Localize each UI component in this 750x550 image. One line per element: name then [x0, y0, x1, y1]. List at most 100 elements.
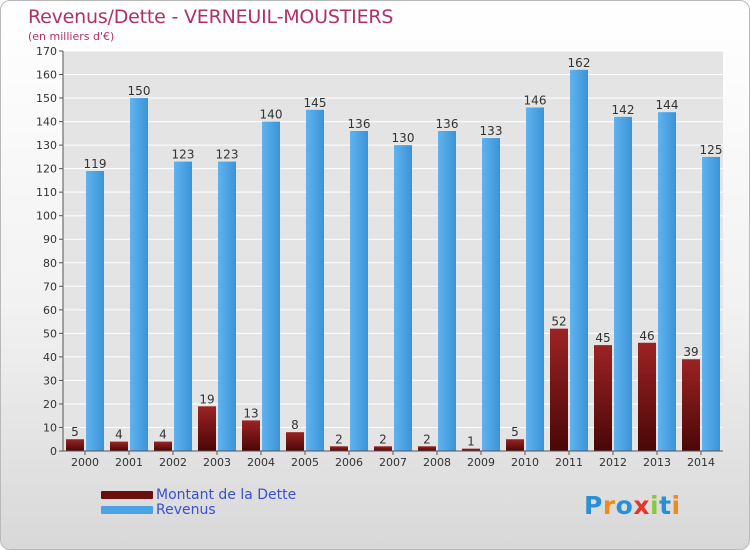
- y-tick-label: 120: [36, 163, 57, 176]
- bar-dette: [66, 439, 84, 451]
- brand-logo: Proxiti: [584, 491, 681, 520]
- y-tick-label: 80: [43, 257, 57, 270]
- bar-dette: [154, 441, 172, 451]
- plot-area: [63, 51, 723, 451]
- y-tick-label: 140: [36, 116, 57, 129]
- data-label-dette: 19: [199, 392, 214, 406]
- bar-chart: 5119415041231912313140814521362130213611…: [36, 45, 723, 469]
- bar-revenus: [526, 107, 544, 452]
- bar-revenus: [174, 161, 192, 451]
- y-tick-label: 30: [43, 374, 57, 387]
- y-tick-label: 10: [43, 421, 57, 434]
- x-tick-label: 2013: [643, 456, 671, 469]
- data-label-dette: 45: [595, 331, 610, 345]
- data-label-dette: 8: [291, 418, 299, 432]
- bar-revenus: [570, 69, 588, 451]
- bar-revenus: [86, 171, 104, 451]
- plot-background: [63, 51, 723, 451]
- data-label-dette: 39: [683, 345, 698, 359]
- y-tick-label: 110: [36, 186, 57, 199]
- y-tick-label: 70: [43, 280, 57, 293]
- data-label-dette: 52: [551, 315, 566, 329]
- data-label-revenus: 142: [612, 103, 635, 117]
- bar-dette: [242, 420, 260, 451]
- bar-revenus: [350, 131, 368, 451]
- bar-dette: [638, 342, 656, 451]
- data-label-revenus: 123: [172, 148, 195, 162]
- data-label-dette: 46: [639, 329, 654, 343]
- data-label-dette: 2: [423, 432, 431, 446]
- data-label-dette: 5: [71, 425, 79, 439]
- chart-title: Revenus/Dette - VERNEUIL-MOUSTIERS: [28, 6, 394, 28]
- bar-revenus: [306, 109, 324, 451]
- bar-revenus: [614, 116, 632, 451]
- x-tick-label: 2003: [203, 456, 231, 469]
- x-tick-label: 2002: [159, 456, 187, 469]
- x-tick-label: 2014: [687, 456, 715, 469]
- grid-lines: [63, 50, 723, 452]
- data-label-revenus: 140: [260, 108, 283, 122]
- legend-label-revenus: Revenus: [156, 502, 216, 518]
- bar-revenus: [218, 161, 236, 451]
- x-tick-label: 2008: [423, 456, 451, 469]
- data-label-dette: 2: [379, 432, 387, 446]
- chart-subtitle: (en milliers d'€): [28, 30, 115, 43]
- data-label-revenus: 162: [568, 56, 591, 70]
- bar-dette: [286, 432, 304, 451]
- data-label-dette: 1: [467, 435, 475, 449]
- x-tick-label: 2001: [115, 456, 143, 469]
- x-tick-label: 2007: [379, 456, 407, 469]
- data-label-dette: 5: [511, 425, 519, 439]
- bar-dette: [550, 328, 568, 451]
- bar-revenus: [482, 138, 500, 451]
- bar-dette: [594, 345, 612, 451]
- y-tick-label: 150: [36, 92, 57, 105]
- y-tick-label: 100: [36, 210, 57, 223]
- data-label-revenus: 145: [304, 96, 327, 110]
- x-tick-label: 2009: [467, 456, 495, 469]
- bar-dette: [110, 441, 128, 451]
- bar-revenus: [130, 98, 148, 451]
- x-tick-label: 2006: [335, 456, 363, 469]
- bar-revenus: [262, 121, 280, 452]
- data-label-dette: 2: [335, 432, 343, 446]
- y-tick-label: 130: [36, 139, 57, 152]
- bar-revenus: [438, 131, 456, 451]
- bar-dette: [506, 439, 524, 451]
- bar-dette: [330, 446, 348, 451]
- axes: 0 10 20 30 40 50 60 70 80 90 100 110 120 130 140 150 160…: [36, 45, 723, 469]
- legend-swatch-revenus: [101, 506, 153, 514]
- y-tick-label: 40: [43, 351, 57, 364]
- y-tick-label: 60: [43, 304, 57, 317]
- data-labels: 5 119 4 150 4 123 19 123 13 140 8 145 2 136 2 130 2 136 1 1…: [71, 56, 722, 449]
- data-label-revenus: 136: [436, 117, 459, 131]
- data-label-revenus: 146: [524, 93, 547, 107]
- y-tick-label: 160: [36, 69, 57, 82]
- x-tick-label: 2012: [599, 456, 627, 469]
- legend-swatch-dette: [101, 491, 153, 499]
- data-label-dette: 4: [115, 428, 123, 442]
- bar-revenus: [658, 112, 676, 452]
- data-label-revenus: 144: [656, 98, 679, 112]
- data-label-revenus: 119: [84, 157, 107, 171]
- bar-dette: [374, 446, 392, 451]
- bar-dette: [462, 448, 480, 451]
- bar-dette: [198, 406, 216, 451]
- data-label-revenus: 133: [480, 124, 503, 138]
- data-label-revenus: 123: [216, 148, 239, 162]
- data-label-revenus: 130: [392, 131, 415, 145]
- y-tick-label: 170: [36, 45, 57, 58]
- bars: [66, 69, 720, 452]
- y-tick-label: 90: [43, 233, 57, 246]
- data-label-dette: 4: [159, 428, 167, 442]
- legend-label-dette: Montant de la Dette: [156, 487, 297, 503]
- x-tick-label: 2010: [511, 456, 539, 469]
- data-label-revenus: 125: [700, 143, 723, 157]
- data-label-revenus: 150: [128, 84, 151, 98]
- bar-revenus: [702, 156, 720, 451]
- data-label-dette: 13: [243, 406, 258, 420]
- y-tick-label: 0: [50, 445, 57, 458]
- data-label-revenus: 136: [348, 117, 371, 131]
- x-tick-label: 2005: [291, 456, 319, 469]
